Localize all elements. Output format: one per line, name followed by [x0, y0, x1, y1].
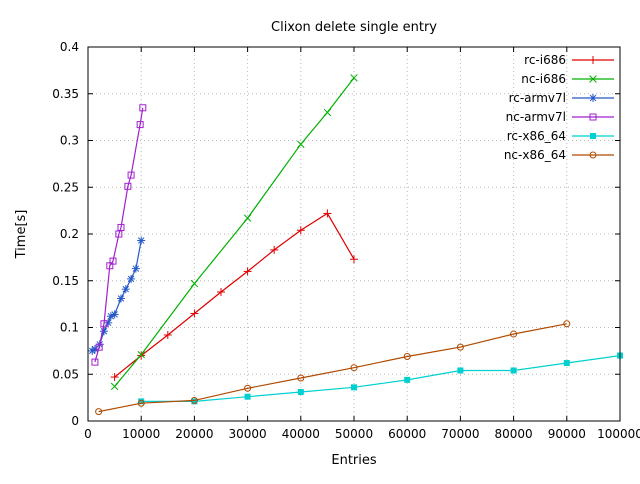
y-tick-label: 0.25	[52, 180, 79, 194]
x-tick-label: 0	[84, 427, 92, 441]
legend-label: rc-armv7l	[509, 91, 566, 105]
y-tick-label: 0.05	[52, 367, 79, 381]
series-nc-armv7l	[91, 104, 147, 366]
legend-label: nc-armv7l	[506, 110, 566, 124]
series-rc-i686	[110, 209, 358, 382]
legend-label: nc-x86_64	[504, 148, 566, 162]
legend-entry-nc-armv7l: nc-armv7l	[506, 110, 614, 124]
x-tick-label: 30000	[229, 427, 267, 441]
x-tick-label: 70000	[441, 427, 479, 441]
series-layer	[88, 74, 623, 416]
x-tick-label: 100000	[597, 427, 640, 441]
y-axis-label: Time[s]	[14, 210, 29, 260]
legend-entry-rc-x86_64: rc-x86_64	[507, 129, 614, 143]
x-tick-label: 50000	[335, 427, 373, 441]
legend-label: rc-i686	[524, 53, 566, 67]
series-rc-x86_64	[138, 352, 623, 405]
legend-entry-rc-armv7l: rc-armv7l	[509, 91, 614, 105]
y-tick-label: 0.2	[60, 227, 79, 241]
legend: rc-i686 nc-i686 rc-armv7l nc-armv7l rc-x86_6…	[504, 53, 614, 162]
y-tick-label: 0.1	[60, 321, 79, 335]
y-tick-label: 0.35	[52, 87, 79, 101]
x-tick-label: 20000	[175, 427, 213, 441]
y-tick-label: 0.4	[60, 40, 79, 54]
series-rc-armv7l	[88, 236, 146, 355]
legend-label: nc-i686	[521, 72, 566, 86]
y-tick-label: 0	[71, 414, 79, 428]
series-nc-i686	[110, 74, 358, 391]
x-axis-label: Entries	[331, 453, 377, 468]
x-tick-label: 80000	[495, 427, 533, 441]
x-tick-label: 90000	[548, 427, 586, 441]
y-tick-label: 0.15	[52, 274, 79, 288]
y-tick-label: 0.3	[60, 134, 79, 148]
chart-title: Clixon delete single entry	[271, 20, 437, 35]
legend-label: rc-x86_64	[507, 129, 566, 143]
x-tick-label: 10000	[122, 427, 160, 441]
legend-entry-nc-i686: nc-i686	[521, 72, 614, 86]
legend-entry-rc-i686: rc-i686	[524, 53, 614, 67]
x-tick-label: 40000	[282, 427, 320, 441]
legend-entry-nc-x86_64: nc-x86_64	[504, 148, 614, 162]
series-nc-x86_64	[95, 320, 571, 416]
x-tick-label: 60000	[388, 427, 426, 441]
axes-and-ticks: 0 10000 20000 30000 40000 50000 60000 70000 8000…	[52, 40, 640, 441]
